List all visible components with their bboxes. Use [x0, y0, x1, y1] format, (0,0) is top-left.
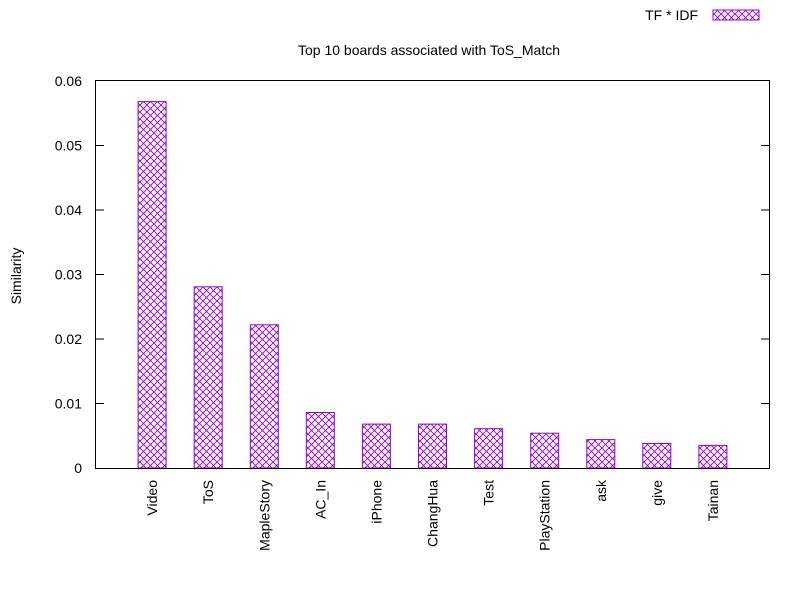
x-tick-label-test: Test	[481, 480, 497, 506]
bar-test	[474, 428, 504, 469]
bar-ask	[586, 439, 616, 469]
y-tick-label-5: 0.05	[55, 138, 82, 154]
x-tick-label-video: Video	[144, 480, 160, 516]
bars-layer	[137, 101, 728, 469]
y-tick-label-1: 0.01	[55, 396, 82, 412]
plot-area-frame	[95, 80, 770, 469]
x-tick-label-maplestory: MapleStory	[256, 480, 272, 551]
bar-tainan	[698, 444, 728, 469]
tick-marks	[96, 145, 769, 404]
x-tick-label-tos: ToS	[200, 480, 216, 504]
x-tick-label-give: give	[649, 480, 665, 506]
x-tick-label-changhua: ChangHua	[425, 480, 441, 547]
x-tick-label-ask: ask	[593, 479, 609, 502]
x-tick-label-iphone: iPhone	[368, 480, 384, 524]
bar-playstation	[530, 432, 560, 469]
y-tick-label-4: 0.04	[55, 202, 82, 218]
bar-iphone	[361, 423, 391, 469]
x-tick-label-ac-in: AC_In	[312, 480, 328, 519]
legend: TF * IDF	[645, 7, 760, 23]
bar-changhua	[418, 423, 447, 469]
y-tick-labels: 0 0.01 0.02 0.03 0.04 0.05 0.06	[55, 73, 82, 476]
bar-tos	[193, 286, 223, 469]
bar-give	[642, 443, 672, 469]
bar-video	[137, 101, 167, 469]
y-tick-label-6: 0.06	[55, 73, 82, 89]
x-tick-labels: Video ToS MapleStory AC_In iPhone ChangHua Tes…	[144, 479, 721, 551]
bar-ac-in	[305, 412, 335, 469]
y-tick-label-0: 0	[74, 460, 82, 476]
y-axis-label: Similarity	[8, 248, 24, 305]
legend-label-tf-idf: TF * IDF	[645, 7, 698, 23]
y-tick-label-2: 0.02	[55, 331, 82, 347]
chart-title: Top 10 boards associated with ToS_Match	[298, 42, 560, 58]
legend-swatch-tf-idf	[712, 9, 760, 21]
y-tick-label-3: 0.03	[55, 267, 82, 283]
bar-maplestory	[249, 324, 279, 469]
x-tick-label-tainan: Tainan	[705, 480, 721, 521]
x-tick-label-playstation: PlayStation	[537, 480, 553, 551]
